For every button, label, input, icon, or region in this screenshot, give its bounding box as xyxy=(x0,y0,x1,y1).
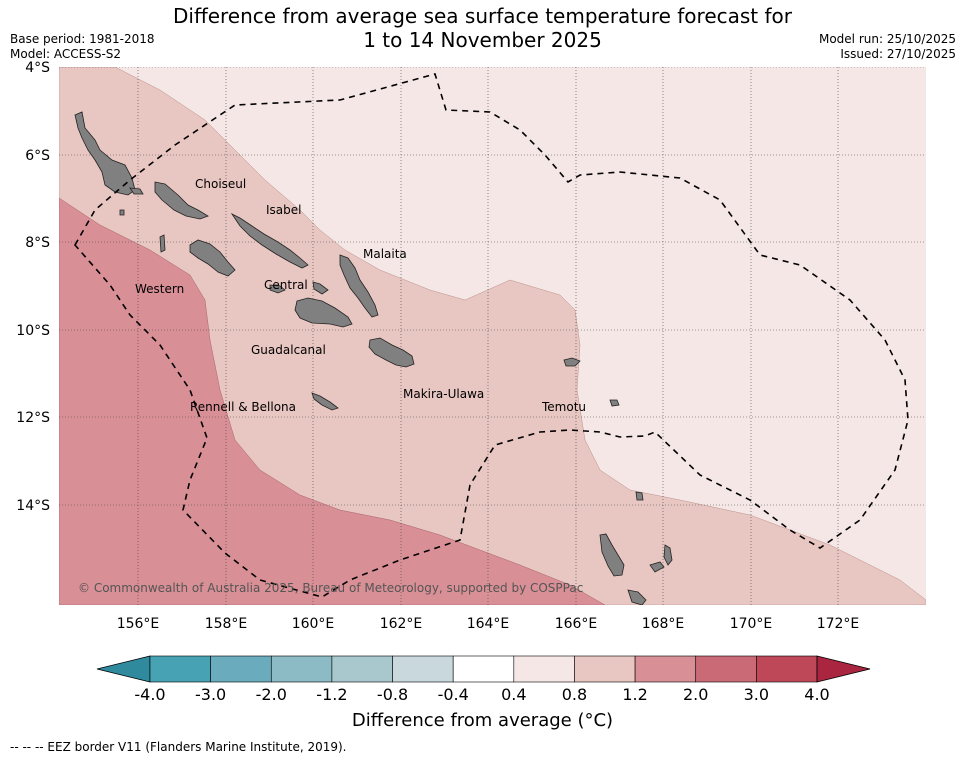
lon-label: 158°E xyxy=(205,616,248,632)
lat-label: 8°S xyxy=(25,235,50,251)
colorbar-tick-label: 4.0 xyxy=(804,685,829,704)
base-period: Base period: 1981-2018 xyxy=(10,32,155,46)
colorbar-arrow-high xyxy=(816,655,871,683)
colorbar xyxy=(96,655,871,683)
colorbar-tick-label: -4.0 xyxy=(134,685,165,704)
meta-right: Model run: 25/10/2025 Issued: 27/10/2025 xyxy=(819,32,956,62)
colorbar-tick-labels: -4.0 -3.0 -2.0 -1.2 -0.8 -0.4 0.4 0.8 1.2 2.0 3.0 4… xyxy=(134,685,829,704)
label-temotu: Temotu xyxy=(541,400,586,414)
colorbar-segment xyxy=(331,655,393,683)
anomaly-band-1.2-2.0 xyxy=(59,197,606,605)
colorbar-tick-label: 1.2 xyxy=(622,685,647,704)
colorbar-tick-label: -0.4 xyxy=(438,685,469,704)
latitude-labels: 4°S 6°S 8°S 10°S 12°S 14°S xyxy=(16,60,50,514)
lon-label: 168°E xyxy=(642,616,685,632)
label-guadalcanal: Guadalcanal xyxy=(251,343,326,357)
colorbar-tick-label: -0.8 xyxy=(377,685,408,704)
model-run: Model run: 25/10/2025 xyxy=(818,32,956,46)
longitude-labels: 156°E 158°E 160°E 162°E 164°E 166°E 168°… xyxy=(117,616,860,632)
issued-date: Issued: 27/10/2025 xyxy=(840,47,956,61)
label-central: Central xyxy=(264,278,308,292)
lon-label: 172°E xyxy=(817,616,860,632)
lat-label: 4°S xyxy=(25,60,50,76)
province-labels: Choiseul Isabel Malaita Western Central … xyxy=(135,177,586,414)
colorbar-tick-label: 0.4 xyxy=(501,685,526,704)
eez-border xyxy=(74,73,909,598)
colorbar-segment xyxy=(574,655,636,683)
eez-border-note: -- -- -- EEZ border V11 (Flanders Marine… xyxy=(10,740,347,754)
colorbar-tick-label: 3.0 xyxy=(744,685,769,704)
colorbar-segment xyxy=(392,655,454,683)
lat-label: 10°S xyxy=(16,323,50,339)
colorbar-segment xyxy=(695,655,757,683)
lon-label: 160°E xyxy=(292,616,335,632)
label-malaita: Malaita xyxy=(363,247,407,261)
meta-left: Base period: 1981-2018 Model: ACCESS-S2 xyxy=(10,32,155,62)
label-western: Western xyxy=(135,282,184,296)
colorbar-segment xyxy=(634,655,697,683)
colorbar-segment xyxy=(270,655,333,683)
lon-label: 170°E xyxy=(730,616,773,632)
islands xyxy=(74,111,673,605)
map-title: Difference from average sea surface temp… xyxy=(0,4,965,52)
label-makira-ulawa: Makira-Ulawa xyxy=(403,387,484,401)
title-line-1: Difference from average sea surface temp… xyxy=(172,4,792,28)
colorbar-tick-label: 2.0 xyxy=(683,685,708,704)
colorbar-segment xyxy=(452,655,515,683)
colorbar-segment xyxy=(513,655,575,683)
label-rennell-bellona: Rennell & Bellona xyxy=(190,400,296,414)
label-isabel: Isabel xyxy=(266,203,301,217)
lon-label: 156°E xyxy=(117,616,160,632)
lat-label: 14°S xyxy=(16,498,50,514)
colorbar-segment xyxy=(149,655,211,683)
label-choiseul: Choiseul xyxy=(195,177,246,191)
lon-label: 164°E xyxy=(467,616,510,632)
anomaly-band-0.8-1.2 xyxy=(59,67,926,605)
lon-label: 162°E xyxy=(380,616,423,632)
lat-label: 12°S xyxy=(16,410,50,426)
copyright-note: © Commonwealth of Australia 2025, Bureau… xyxy=(78,581,583,595)
lat-label: 6°S xyxy=(25,148,50,164)
colorbar-segment xyxy=(210,655,272,683)
colorbar-tick-label: -3.0 xyxy=(195,685,226,704)
colorbar-arrow-low xyxy=(96,655,151,683)
colorbar-title: Difference from average (°C) xyxy=(351,710,614,731)
colorbar-tick-label: 0.8 xyxy=(562,685,587,704)
colorbar-segment xyxy=(756,655,818,683)
title-line-2: 1 to 14 November 2025 xyxy=(363,28,602,52)
colorbar-tick-label: -2.0 xyxy=(256,685,287,704)
lon-label: 166°E xyxy=(555,616,598,632)
map-area: Choiseul Isabel Malaita Western Central … xyxy=(59,67,926,605)
model-name: Model: ACCESS-S2 xyxy=(10,47,122,61)
colorbar-tick-label: -1.2 xyxy=(316,685,347,704)
